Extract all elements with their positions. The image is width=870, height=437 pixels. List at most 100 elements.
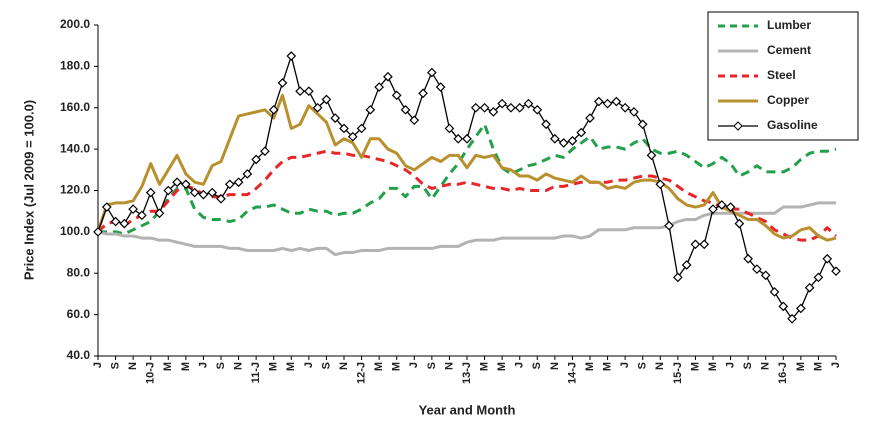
data-point [734,218,745,229]
x-tick-label: S [215,362,227,369]
data-point [128,204,138,214]
series-line [96,93,837,242]
data-point [699,239,710,250]
data-point [268,104,279,115]
x-tick-label: N [760,362,772,370]
data-point [796,303,806,314]
x-tick-label: M [180,362,192,371]
data-point [374,82,384,92]
x-tick-label: N [127,362,139,370]
x-tick-label: S [109,362,121,369]
data-point [585,113,595,123]
series-line [96,149,838,242]
legend-label: Steel [767,68,796,82]
data-point [312,102,323,113]
data-point [831,266,841,277]
series-line [97,201,836,257]
x-tick-label: S [426,362,438,369]
series-line [98,122,837,236]
x-tick-label: 13-J [461,362,473,384]
data-point [181,179,191,190]
data-point [576,127,587,138]
data-point [488,107,499,117]
data-point [137,210,147,221]
data-point [523,98,534,109]
x-tick-label: S [637,362,649,369]
x-tick-label: M [268,362,280,371]
data-point [532,104,543,115]
x-tick-label: J [830,362,842,368]
x-tick-label: 15-J [672,362,684,384]
data-point [242,169,253,179]
data-point [813,272,824,283]
data-point [514,102,525,113]
data-point [330,113,341,123]
x-tick-label: S [742,362,754,369]
x-tick-label: S [531,362,543,369]
x-tick-label: 12-J [355,362,367,384]
x-tick-label: J [197,362,209,368]
data-point [769,287,780,297]
y-tick-label: 120.0 [60,183,90,197]
data-point [760,270,771,281]
data-point [822,253,833,264]
data-point [347,131,358,142]
data-point [224,179,235,190]
data-point [664,220,674,231]
y-tick-label: 80.0 [67,265,91,279]
legend-marker [733,121,743,131]
data-point [321,94,332,105]
data-point [743,253,753,264]
x-tick-label: M [601,362,613,371]
legend-label: Cement [767,43,811,57]
data-point [637,119,648,130]
data-point [708,204,718,214]
data-point [752,264,762,274]
data-point [681,260,692,270]
data-point [690,239,701,250]
data-point [778,301,789,312]
x-tick-label: M [373,362,385,371]
data-point [339,123,349,134]
x-tick-label: M [795,362,807,371]
y-axis-label: Price Index (Jul 2009 = 100.0) [21,100,36,280]
x-tick-label: J [92,362,104,368]
data-point [602,98,613,109]
data-point [567,136,578,146]
data-point [145,187,156,198]
x-tick-label: J [408,362,420,368]
data-point [479,102,490,113]
x-tick-label: M [285,362,297,371]
data-point [558,138,569,148]
data-point [409,115,420,126]
x-tick-label: M [496,362,508,371]
data-point [435,82,446,92]
data-point [541,119,551,130]
data-point [400,104,411,115]
data-point [286,51,297,61]
data-point [233,177,244,188]
x-tick-label: M [478,362,490,371]
y-tick-label: 60.0 [67,307,91,321]
x-tick-label: N [232,362,244,370]
legend-label: Lumber [767,18,811,32]
data-point [163,185,174,196]
x-tick-label: M [391,362,403,371]
x-tick-label: S [320,362,332,369]
data-point [725,202,736,212]
x-tick-label: J [303,362,315,368]
data-point [673,272,683,283]
data-point [655,179,666,190]
x-tick-label: N [549,362,561,370]
data-point [198,189,209,200]
legend-label: Copper [767,93,809,107]
x-axis-label: Year and Month [419,402,516,417]
data-point [383,71,393,82]
x-tick-label: 16-J [777,362,789,384]
y-tick-label: 40.0 [67,348,91,362]
data-point [356,123,367,134]
data-point [497,98,507,109]
data-point [453,133,464,144]
data-point [444,123,455,134]
